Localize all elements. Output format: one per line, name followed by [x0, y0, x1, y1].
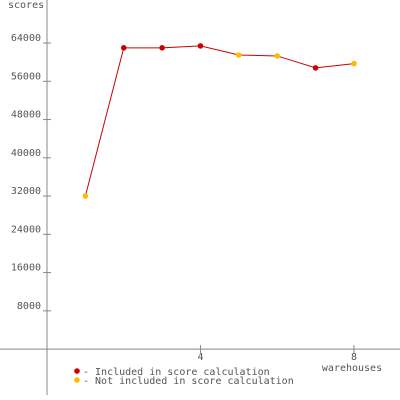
y-axis-label: scores	[8, 0, 44, 11]
legend-label: - Not included in score calculation	[83, 376, 294, 387]
data-point	[351, 60, 357, 67]
data-point	[236, 52, 242, 58]
data-point	[274, 53, 281, 59]
data-point	[312, 65, 319, 71]
legend-marker	[74, 377, 80, 383]
legend-label: - Included in score calculation	[83, 367, 270, 378]
legend-marker	[74, 368, 80, 374]
data-line	[84, 45, 355, 197]
y-tick-label: 56000	[11, 71, 41, 82]
x-axis-label: warehouses	[322, 363, 382, 374]
y-tick-label: 24000	[11, 224, 41, 235]
x-tick-label: 8	[351, 352, 357, 363]
y-tick-label: 32000	[11, 186, 41, 197]
data-point	[82, 193, 89, 199]
data-point	[159, 45, 165, 51]
data-point	[197, 43, 204, 49]
data-point	[120, 45, 127, 51]
x-tick-label: 4	[197, 352, 203, 363]
y-tick-label: 48000	[11, 110, 41, 121]
y-tick-label: 64000	[11, 33, 41, 44]
y-tick-label: 16000	[11, 263, 41, 274]
y-tick-label: 40000	[11, 148, 41, 159]
y-tick-label: 8000	[17, 301, 41, 312]
